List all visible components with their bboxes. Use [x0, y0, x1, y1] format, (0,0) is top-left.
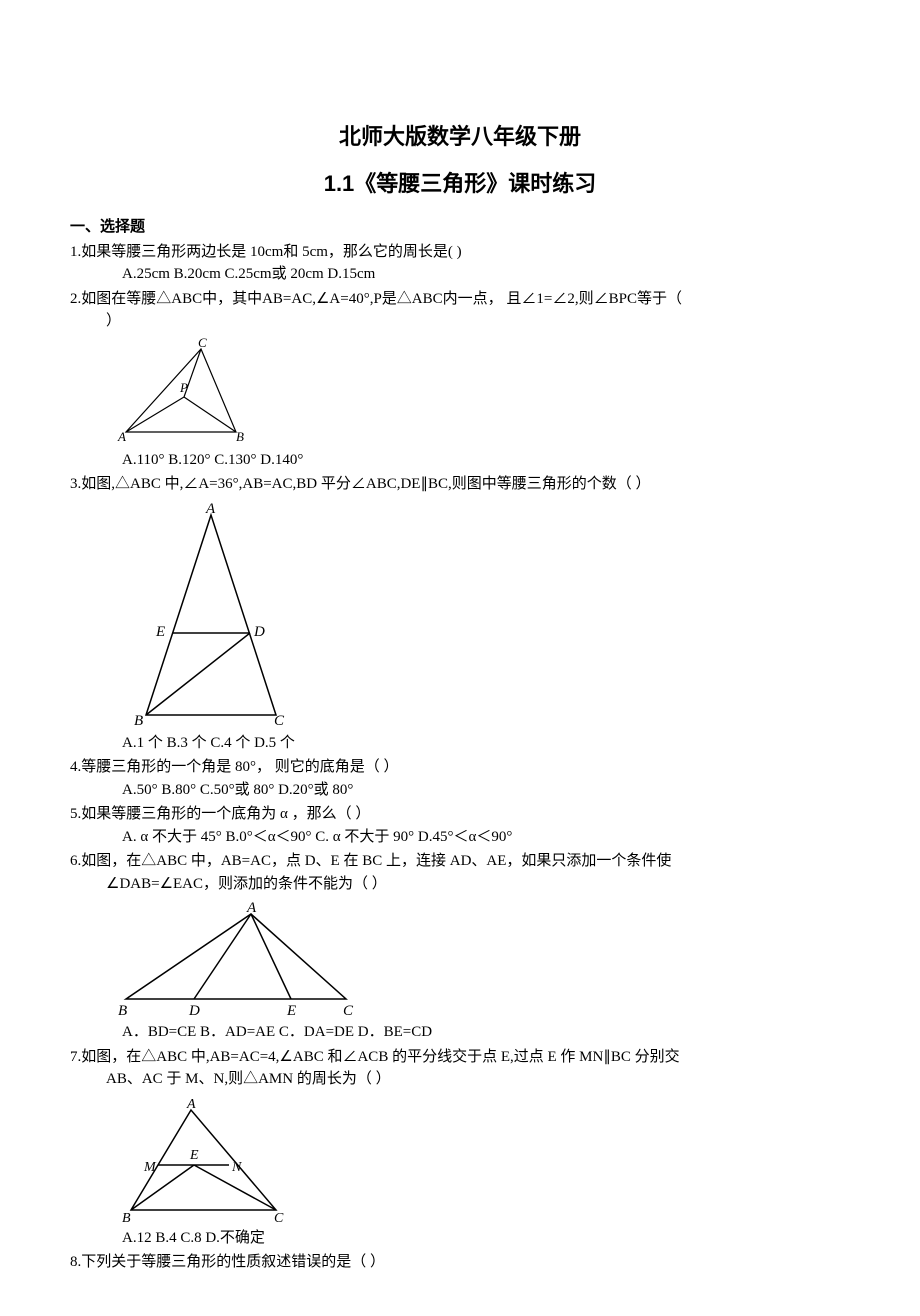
q3-figure: A B C E D [106, 500, 850, 730]
q6-figure: A B D E C [106, 899, 850, 1019]
q7-stem-line2: AB、AC 于 M、N,则△AMN 的周长为（ ） [70, 1068, 850, 1091]
q6-stem-line1: 6.如图，在△ABC 中，AB=AC，点 D、E 在 BC 上，连接 AD、AE… [70, 850, 850, 873]
label-C: C [274, 1211, 284, 1225]
question-2: 2.如图在等腰△ABC中，其中AB=AC,∠A=40°,P是△ABC内一点， 且… [70, 288, 850, 472]
q7-triangle-icon: A B C M N E [106, 1095, 296, 1225]
q8-stem: 8.下列关于等腰三角形的性质叙述错误的是（ ） [70, 1251, 850, 1274]
section-heading: 一、选择题 [70, 216, 850, 239]
q1-stem: 1.如果等腰三角形两边长是 10cm和 5cm，那么它的周长是( ) [70, 241, 850, 264]
q3-triangle-icon: A B C E D [106, 500, 306, 730]
label-B: B [118, 1003, 127, 1019]
q3-options: A.1 个 B.3 个 C.4 个 D.5 个 [70, 732, 850, 755]
question-6: 6.如图，在△ABC 中，AB=AC，点 D、E 在 BC 上，连接 AD、AE… [70, 850, 850, 1044]
label-D: D [188, 1003, 200, 1019]
q4-stem: 4.等腰三角形的一个角是 80°， 则它的底角是（ ） [70, 756, 850, 779]
label-B: B [236, 429, 244, 444]
q2-triangle-icon: A B C P [106, 337, 256, 447]
q6-stem-line2: ∠DAB=∠EAC，则添加的条件不能为（ ） [70, 873, 850, 896]
question-3: 3.如图,△ABC 中,∠A=36°,AB=AC,BD 平分∠ABC,DE∥BC… [70, 473, 850, 754]
label-C: C [343, 1003, 354, 1019]
label-E: E [286, 1003, 296, 1019]
q2-stem: 2.如图在等腰△ABC中，其中AB=AC,∠A=40°,P是△ABC内一点， 且… [70, 288, 850, 311]
label-C: C [274, 713, 285, 729]
label-A: A [205, 501, 216, 517]
subtitle: 1.1《等腰三角形》课时练习 [70, 167, 850, 200]
q1-options: A.25cm B.20cm C.25cm或 20cm D.15cm [70, 263, 850, 286]
q6-options: A．BD=CE B．AD=AE C．DA=DE D．BE=CD [70, 1021, 850, 1044]
main-title: 北师大版数学八年级下册 [70, 120, 850, 153]
q5-options: A. α 不大于 45° B.0°＜α＜90° C. α 不大于 90° D.4… [70, 826, 850, 849]
label-A: A [117, 429, 126, 444]
question-8: 8.下列关于等腰三角形的性质叙述错误的是（ ） [70, 1251, 850, 1274]
q2-options: A.110° B.120° C.130° D.140° [70, 449, 850, 472]
question-7: 7.如图，在△ABC 中,AB=AC=4,∠ABC 和∠ACB 的平分线交于点 … [70, 1046, 850, 1250]
label-C: C [198, 337, 207, 350]
label-M: M [143, 1160, 157, 1175]
q5-stem: 5.如果等腰三角形的一个底角为 α ，那么（ ） [70, 803, 850, 826]
q2-figure: A B C P [106, 337, 850, 447]
q2-stem-cont: ） [70, 310, 850, 333]
q7-stem-line1: 7.如图，在△ABC 中,AB=AC=4,∠ABC 和∠ACB 的平分线交于点 … [70, 1046, 850, 1069]
q6-triangle-icon: A B D E C [106, 899, 366, 1019]
question-1: 1.如果等腰三角形两边长是 10cm和 5cm，那么它的周长是( ) A.25c… [70, 241, 850, 286]
q7-options: A.12 B.4 C.8 D.不确定 [70, 1227, 850, 1250]
label-E: E [155, 624, 165, 640]
q4-options: A.50° B.80° C.50°或 80° D.20°或 80° [70, 779, 850, 802]
label-N: N [231, 1160, 242, 1175]
q3-stem: 3.如图,△ABC 中,∠A=36°,AB=AC,BD 平分∠ABC,DE∥BC… [70, 473, 850, 496]
question-4: 4.等腰三角形的一个角是 80°， 则它的底角是（ ） A.50° B.80° … [70, 756, 850, 801]
q2-stem-line1: 2.如图在等腰△ABC中，其中AB=AC,∠A=40°,P是△ABC内一点， 且… [70, 291, 682, 307]
question-5: 5.如果等腰三角形的一个底角为 α ，那么（ ） A. α 不大于 45° B.… [70, 803, 850, 848]
label-P: P [179, 380, 188, 395]
label-A: A [186, 1097, 196, 1112]
label-D: D [253, 624, 265, 640]
q7-figure: A B C M N E [106, 1095, 850, 1225]
label-B: B [122, 1211, 131, 1225]
label-A: A [246, 900, 257, 916]
label-E: E [189, 1148, 199, 1163]
label-B: B [134, 713, 143, 729]
